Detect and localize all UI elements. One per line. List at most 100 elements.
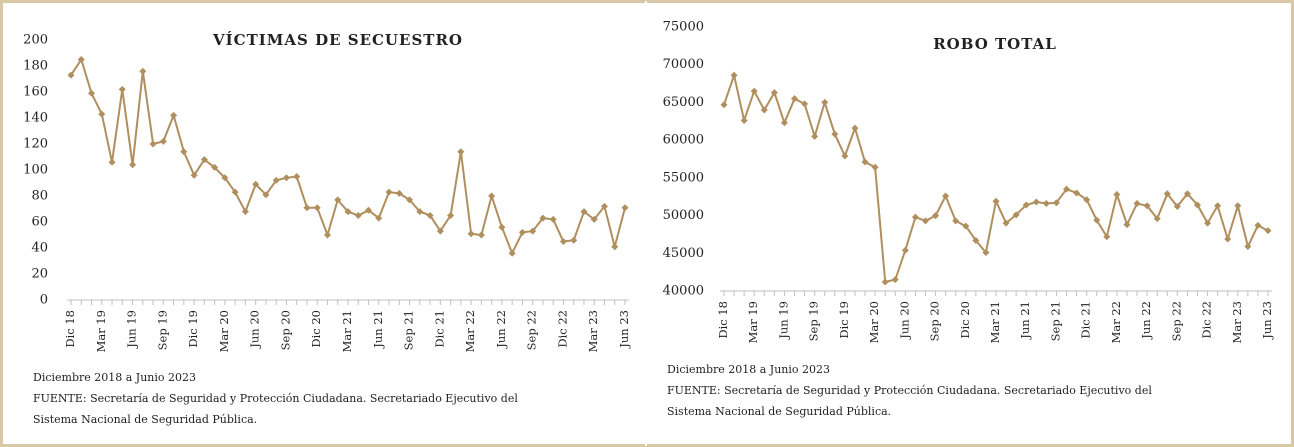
marker (962, 222, 970, 230)
marker (1073, 189, 1081, 197)
marker (1143, 202, 1151, 210)
marker (821, 98, 829, 106)
y-tick-label: 70000 (663, 57, 704, 72)
marker (293, 173, 301, 180)
y-tick-label: 140 (23, 111, 48, 126)
marker (901, 246, 909, 254)
x-tick-label: Jun 20 (248, 310, 262, 349)
marker (303, 204, 311, 212)
marker (1234, 202, 1242, 210)
marker (1244, 242, 1252, 250)
marker (1103, 233, 1111, 241)
y-tick-label: 40 (31, 241, 48, 256)
marker (580, 208, 588, 216)
x-tick-label: Jun 20 (897, 301, 911, 340)
marker (740, 117, 748, 125)
marker (921, 217, 929, 225)
x-tick-label: Jun 21 (1018, 301, 1032, 340)
x-tick-label: Sep 19 (155, 310, 169, 350)
marker (559, 238, 567, 245)
marker (590, 215, 598, 223)
marker (972, 236, 980, 244)
marker (200, 156, 208, 164)
y-tick-label: 60 (31, 215, 48, 230)
series-line (70, 57, 626, 256)
marker (395, 189, 403, 197)
marker (750, 87, 758, 95)
marker (118, 85, 126, 93)
x-tick-label: Dic 20 (958, 301, 972, 339)
x-tick-label: Dic 22 (555, 310, 569, 348)
x-tick-label: Mar 19 (94, 310, 108, 352)
x-tick-label: Jun 23 (1260, 301, 1274, 340)
marker (942, 192, 950, 200)
source-note: FUENTE: Secretaría de Seguridad y Protec… (667, 384, 1152, 397)
y-tick-label: 200 (23, 33, 48, 48)
marker (861, 158, 869, 166)
y-tick-label: 40000 (663, 284, 704, 299)
marker (498, 223, 506, 231)
marker (611, 243, 619, 251)
marker (252, 180, 260, 188)
marker (262, 191, 270, 199)
y-tick-label: 45000 (663, 246, 704, 261)
x-tick-label: Mar 22 (1109, 301, 1123, 343)
y-tick-label: 160 (23, 85, 48, 100)
x-tick-label: Jun 19 (125, 310, 139, 349)
marker (477, 231, 485, 239)
marker (1153, 215, 1161, 223)
marker (760, 106, 768, 114)
x-tick-label: Jun 21 (371, 310, 385, 349)
marker (108, 158, 116, 166)
chart-title: ROBO TOTAL (933, 35, 1057, 53)
x-tick-label: Mar 20 (867, 301, 881, 343)
x-tick-label: Sep 20 (928, 301, 942, 341)
x-tick-label: Dic 20 (309, 310, 323, 348)
marker (149, 140, 157, 148)
x-tick-label: Mar 19 (746, 301, 760, 343)
marker (539, 214, 547, 222)
x-tick-label: Dic 21 (1079, 301, 1093, 339)
marker (992, 197, 1000, 205)
marker (570, 236, 578, 244)
marker (139, 67, 147, 75)
marker (77, 56, 85, 63)
marker (1063, 185, 1071, 193)
x-tick-label: Sep 20 (278, 310, 292, 350)
marker (190, 171, 198, 179)
marker (1183, 190, 1191, 198)
marker (385, 188, 393, 196)
marker (1052, 199, 1060, 207)
marker (334, 196, 342, 204)
y-tick-label: 100 (23, 163, 48, 178)
marker (1032, 198, 1040, 206)
x-tick-label: Dic 18 (63, 310, 77, 348)
marker (801, 100, 809, 108)
y-tick-label: 75000 (663, 20, 704, 35)
marker (952, 217, 960, 225)
marker (457, 148, 465, 156)
marker (518, 228, 526, 236)
marker (447, 212, 455, 219)
x-tick-label: Dic 19 (837, 301, 851, 339)
marker (231, 188, 239, 196)
y-tick-label: 60000 (663, 133, 704, 148)
marker (770, 89, 778, 97)
x-tick-label: Dic 19 (186, 310, 200, 348)
marker (549, 215, 557, 223)
marker (508, 249, 516, 257)
marker (871, 163, 879, 171)
marker (416, 208, 424, 216)
marker (881, 278, 889, 286)
x-tick-label: Mar 22 (463, 310, 477, 352)
marker (282, 174, 290, 182)
y-tick-label: 180 (23, 59, 48, 74)
marker (1042, 200, 1050, 208)
x-tick-label: Jun 19 (776, 301, 790, 340)
marker (98, 110, 106, 118)
marker (180, 148, 188, 156)
marker (982, 249, 990, 257)
subtitle: Diciembre 2018 a Junio 2023 (33, 371, 196, 384)
y-tick-label: 65000 (663, 95, 704, 110)
